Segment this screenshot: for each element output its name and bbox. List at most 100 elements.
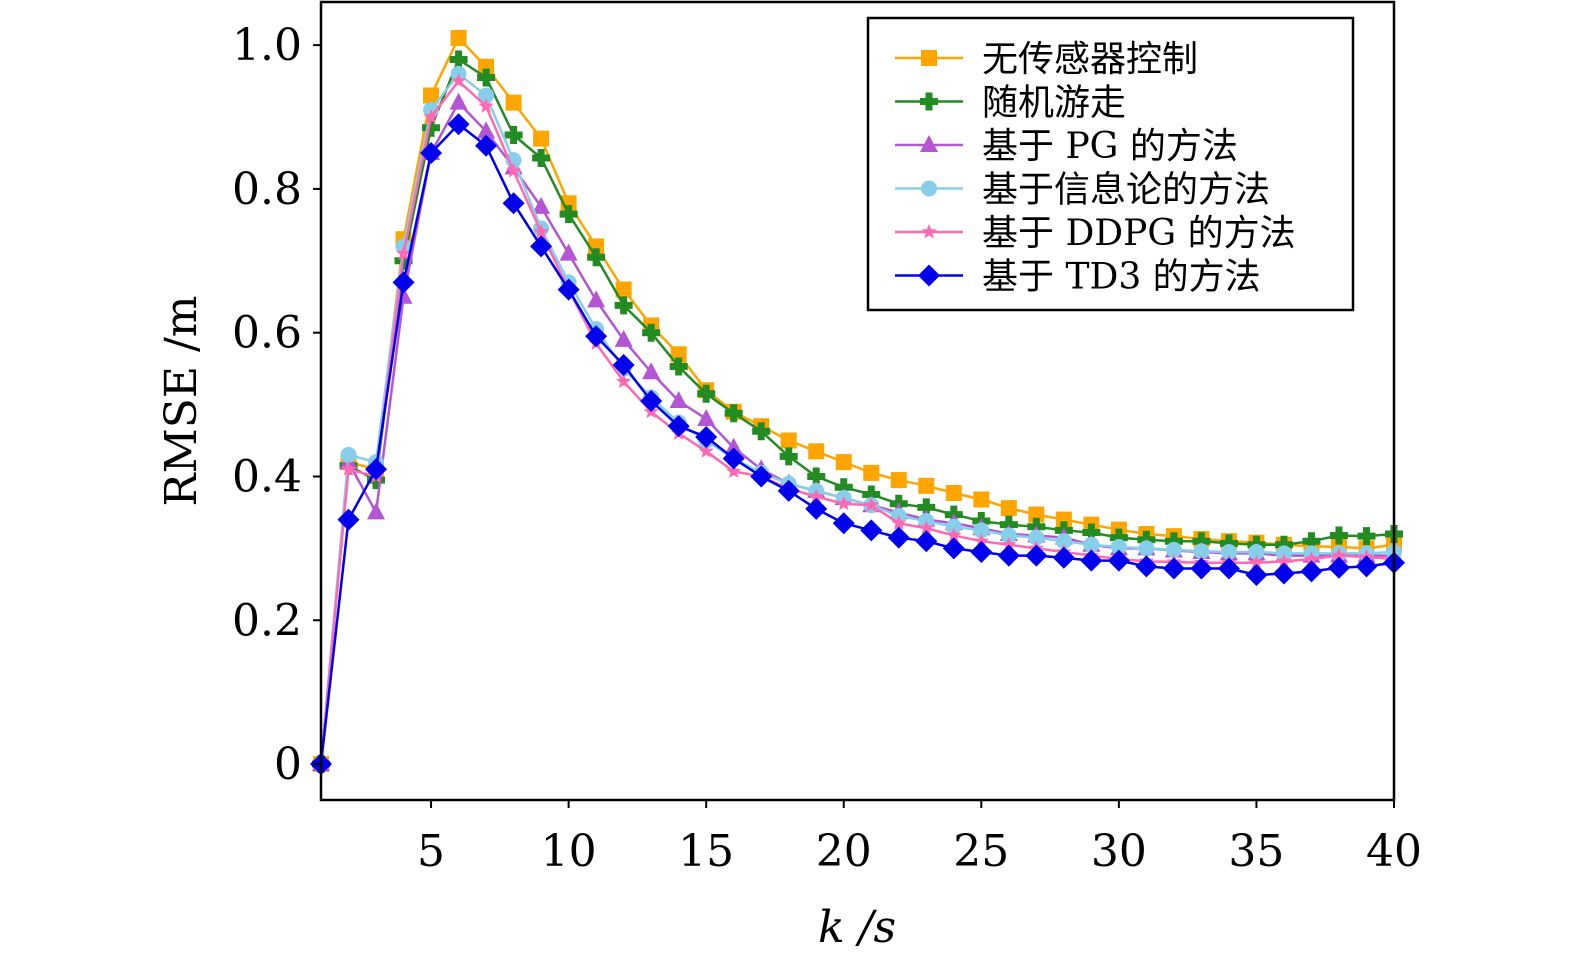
y-tick-label: 0: [274, 739, 302, 790]
data-point: [942, 537, 965, 560]
data-point: [616, 373, 632, 389]
x-tick-label: 10: [541, 826, 597, 877]
data-point: [670, 346, 687, 363]
data-point: [420, 141, 443, 164]
data-point: [505, 162, 522, 178]
x-tick-label: 40: [1366, 826, 1422, 877]
data-point: [642, 362, 661, 380]
data-point: [946, 527, 962, 542]
data-point: [1331, 547, 1347, 563]
data-point: [834, 478, 853, 497]
data-point: [557, 278, 580, 301]
y-tick-label: 0.8: [232, 164, 302, 215]
plot-frame: [319, 0, 1396, 802]
data-point: [367, 502, 386, 520]
data-point: [1055, 533, 1072, 550]
data-point: [1303, 551, 1320, 566]
data-point: [891, 515, 907, 530]
data-point: [724, 404, 743, 423]
data-point: [422, 118, 441, 137]
data-point: [1082, 523, 1101, 542]
data-point: [1135, 555, 1158, 578]
data-point: [1248, 543, 1265, 560]
legend-label: 基于信息论的方法: [982, 170, 1270, 211]
data-point: [587, 248, 606, 267]
data-point: [695, 425, 718, 448]
series-line: [319, 72, 1395, 765]
data-point: [1329, 526, 1348, 545]
data-point: [392, 271, 415, 294]
data-point: [449, 92, 468, 110]
data-point: [587, 290, 606, 308]
series-line: [319, 36, 1395, 765]
data-point: [997, 544, 1020, 567]
data-point: [1052, 546, 1075, 569]
data-point: [887, 526, 910, 549]
legend-marker: [921, 224, 937, 239]
data-point: [395, 245, 412, 261]
data-point: [1302, 532, 1321, 551]
data-point: [862, 485, 881, 504]
legend-marker: [920, 135, 938, 152]
series-line: [319, 79, 1395, 765]
data-point: [970, 540, 993, 563]
y-tick-label: 0.6: [232, 308, 302, 359]
data-point: [808, 488, 824, 504]
data-point: [1138, 540, 1155, 557]
data-point: [1274, 535, 1293, 554]
data-point: [1245, 563, 1268, 586]
data-point: [1055, 511, 1072, 528]
legend-entry: 随机游走: [895, 83, 1126, 124]
data-point: [890, 472, 907, 489]
data-point: [447, 113, 470, 136]
legend-entry: 基于 TD3 的方法: [895, 257, 1261, 298]
x-tick-label: 35: [1228, 826, 1284, 877]
data-point: [1219, 534, 1238, 553]
legend-entry: 基于信息论的方法: [895, 170, 1270, 211]
data-point: [973, 522, 990, 539]
data-point: [478, 98, 494, 113]
data-point: [530, 235, 553, 258]
x-tick-label: 20: [816, 826, 872, 877]
data-point: [1192, 532, 1211, 551]
data-point: [1110, 538, 1127, 555]
data-point: [917, 498, 936, 517]
x-tick-label: 25: [953, 826, 1009, 877]
data-point: [667, 415, 690, 438]
legend-marker: [921, 50, 937, 66]
data-point: [1300, 560, 1323, 583]
data-point: [585, 325, 608, 348]
data-point: [915, 530, 938, 553]
data-point: [450, 29, 467, 46]
data-point: [835, 454, 852, 471]
legend-entry: 无传感器控制: [895, 39, 1198, 80]
series-line: [319, 58, 1395, 765]
series-6: [310, 113, 1405, 776]
data-point: [559, 205, 578, 224]
data-point: [477, 68, 496, 87]
data-point: [973, 533, 989, 548]
data-point: [640, 390, 663, 412]
data-point: [340, 446, 357, 463]
data-point: [614, 329, 633, 347]
data-point: [449, 50, 468, 69]
data-point: [423, 109, 439, 124]
data-point: [365, 458, 388, 481]
data-point: [805, 497, 828, 520]
data-point: [697, 384, 716, 403]
data-point: [614, 296, 633, 315]
data-point: [478, 87, 495, 104]
data-point: [1276, 553, 1292, 568]
data-point: [504, 126, 523, 144]
data-point: [863, 464, 880, 481]
data-point: [1080, 549, 1103, 572]
data-point: [505, 94, 522, 111]
data-point: [807, 467, 826, 486]
data-point: [808, 443, 825, 460]
data-point: [945, 518, 962, 535]
data-point: [1355, 555, 1378, 578]
data-point: [1162, 557, 1185, 580]
series-line: [319, 122, 1395, 765]
data-point: [1272, 562, 1295, 585]
